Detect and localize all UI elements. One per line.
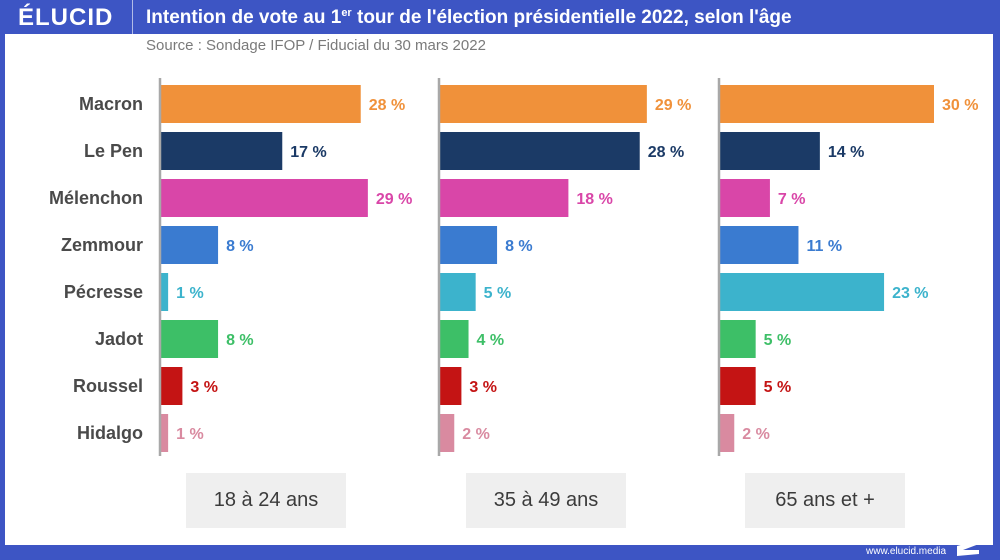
value-label: 3 % [190,379,218,396]
elucid-logo: ÉLUCID [18,4,114,31]
bar [720,132,820,170]
bar [161,367,183,405]
title-part-1: Intention de vote au 1 [146,7,342,28]
bar [720,320,756,358]
bar [720,367,756,405]
bar [440,85,647,123]
value-label: 1 % [176,426,204,443]
bar [440,320,469,358]
value-label: 2 % [462,426,490,443]
value-label: 30 % [942,97,978,114]
bar [720,414,735,452]
bar [720,85,934,123]
value-label: 1 % [176,285,204,302]
value-label: 5 % [764,332,792,349]
value-label: 3 % [469,379,497,396]
bar [161,179,368,217]
bar [440,273,476,311]
value-label: 5 % [484,285,512,302]
value-label: 8 % [226,332,254,349]
bar [440,367,462,405]
value-label: 17 % [290,144,326,161]
value-label: 14 % [828,144,864,161]
bar [440,179,569,217]
candidate-label: Jadot [94,329,143,349]
value-label: 8 % [226,238,254,255]
candidate-label: Macron [78,94,143,114]
bar [161,226,219,264]
bar [440,414,455,452]
value-label: 11 % [806,238,842,255]
value-label: 29 % [655,97,691,114]
title-part-2: tour de l'élection présidentielle 2022, … [351,7,792,28]
candidate-label: Zemmour [60,235,143,255]
value-label: 18 % [576,191,612,208]
bar [161,414,169,452]
bar [161,320,219,358]
candidate-label: Le Pen [83,141,143,161]
value-label: 23 % [892,285,928,302]
age-group-label: 18 à 24 ans [186,473,346,528]
candidate-label: Mélenchon [48,188,143,208]
value-label: 2 % [742,426,770,443]
value-label: 7 % [778,191,806,208]
title-superscript: er [341,7,352,19]
bar [720,226,799,264]
value-label: 4 % [477,332,505,349]
value-label: 28 % [369,97,405,114]
candidate-label: Roussel [72,376,143,396]
bar [161,132,283,170]
age-group-label: 35 à 49 ans [466,473,626,528]
chart-title: Intention de vote au 1er tour de l'élect… [146,0,792,34]
age-group-label: 65 ans et + [745,473,905,528]
candidate-label: Pécresse [63,282,143,302]
bar [161,85,361,123]
candidate-label: Hidalgo [77,423,143,443]
bar [440,132,640,170]
bar [720,179,770,217]
value-label: 5 % [764,379,792,396]
chart-subtitle: Source : Sondage IFOP / Fiducial du 30 m… [146,37,486,54]
elucid-flag-icon [957,540,979,556]
header-separator [132,0,133,34]
bar [440,226,498,264]
bar [161,273,169,311]
bar [720,273,885,311]
footer-url[interactable]: www.elucid.media [866,546,947,557]
value-label: 29 % [376,191,412,208]
value-label: 8 % [505,238,533,255]
value-label: 28 % [648,144,684,161]
